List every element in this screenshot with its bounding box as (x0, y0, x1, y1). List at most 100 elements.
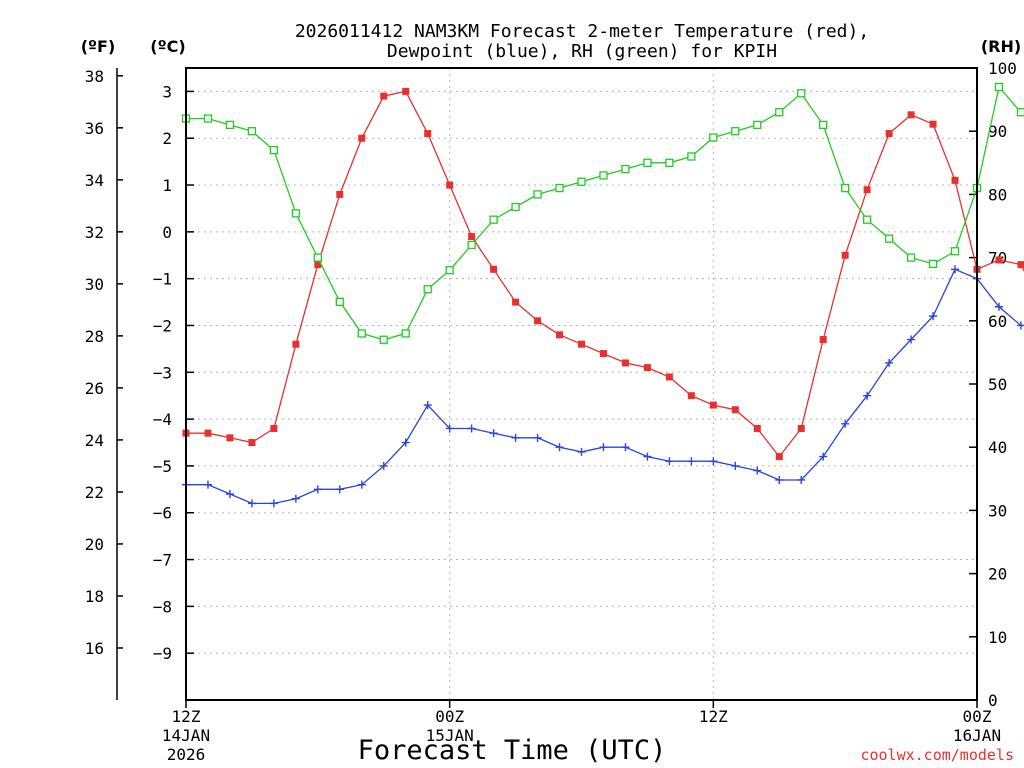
relative-humidity-point (994, 82, 1004, 92)
rh-tick-label: 80 (988, 185, 1007, 204)
celsius-tick-label: −9 (153, 644, 172, 663)
fahrenheit-tick-label: 16 (85, 639, 104, 658)
chart-subtitle: Dewpoint (blue), RH (green) for KPIH (387, 41, 777, 62)
celsius-tick-label: −7 (153, 551, 172, 570)
celsius-tick-label: −4 (153, 410, 172, 429)
temperature-point (753, 424, 761, 432)
temperature-point (841, 251, 849, 259)
temperature-point (490, 265, 498, 273)
temperature-point (731, 406, 739, 414)
fahrenheit-tick-label: 30 (85, 275, 104, 294)
relative-humidity-point (445, 266, 454, 275)
x-tick-label: 16JAN (953, 726, 1001, 745)
temperature-point (512, 298, 520, 306)
fahrenheit-tick-label: 18 (85, 587, 104, 606)
fahrenheit-tick-label: 24 (85, 431, 104, 450)
relative-humidity-point (687, 152, 696, 161)
dewpoint-point (511, 433, 520, 442)
relative-humidity-point (797, 89, 806, 98)
dewpoint-point (731, 461, 740, 470)
relative-humidity-point (1016, 108, 1024, 117)
fahrenheit-tick-label: 22 (85, 483, 104, 502)
temperature-point (643, 364, 651, 372)
relative-humidity-point (401, 329, 410, 338)
dewpoint-point (775, 475, 784, 484)
celsius-tick-label: −1 (153, 270, 172, 289)
relative-humidity-point (731, 127, 740, 136)
rh-tick-label: 40 (988, 438, 1007, 457)
dewpoint-point (335, 485, 344, 494)
x-tick-label: 2026 (167, 745, 206, 764)
celsius-tick-label: −5 (153, 457, 172, 476)
fahrenheit-tick-label: 26 (85, 379, 104, 398)
x-axis-title: Forecast Time (UTC) (358, 735, 667, 766)
relative-humidity-point (335, 297, 344, 306)
dewpoint-point (225, 490, 234, 499)
relative-humidity-point (753, 120, 762, 130)
dewpoint-point (291, 494, 300, 503)
temperature-point (797, 424, 805, 432)
fahrenheit-tick-label: 28 (85, 327, 104, 346)
relative-humidity-point (643, 158, 652, 167)
dewpoint-point (313, 485, 322, 494)
dewpoint-point (577, 447, 586, 456)
temperature-point (578, 340, 585, 348)
temperature-point (424, 130, 432, 138)
dewpoint-point (445, 424, 454, 433)
x-tick-label: 00Z (963, 707, 992, 726)
temperature-point (402, 87, 410, 95)
axes: 3210−1−2−3−4−5−6−7−8−9383634323028262422… (85, 59, 1017, 764)
rh-axis-label: (RH) (981, 37, 1021, 56)
celsius-tick-label: −2 (153, 316, 172, 335)
temperature-point (775, 453, 783, 461)
celsius-tick-label: 3 (162, 82, 172, 101)
relative-humidity-point (313, 253, 322, 262)
temperature-point (248, 439, 256, 447)
data-series (181, 82, 1024, 508)
dewpoint-point (819, 452, 828, 461)
celsius-tick-label: 1 (162, 176, 172, 195)
fahrenheit-tick-label: 36 (85, 119, 104, 138)
relative-humidity-point (225, 120, 235, 130)
fahrenheit-axis-label: (ºF) (81, 37, 116, 56)
relative-humidity-point (950, 247, 960, 256)
fahrenheit-tick-label: 38 (85, 67, 104, 86)
relative-humidity-point (599, 171, 608, 180)
dewpoint-point (599, 443, 608, 452)
temperature-point (292, 340, 300, 348)
rh-tick-label: 0 (988, 691, 998, 710)
temperature-point (907, 111, 915, 119)
dewpoint-point (533, 433, 542, 442)
relative-humidity-point (621, 164, 630, 174)
dewpoint-point (467, 424, 476, 433)
dewpoint-line (186, 268, 1024, 505)
relative-humidity-point (423, 285, 432, 294)
rh-tick-label: 50 (988, 375, 1007, 394)
temperature-point (446, 181, 454, 189)
dewpoint-point (203, 480, 212, 489)
x-tick-label: 12Z (699, 707, 728, 726)
relative-humidity-point (203, 114, 213, 123)
x-tick-label: 12Z (172, 707, 201, 726)
plot-frame (185, 67, 978, 701)
temperature-point (314, 261, 322, 269)
dewpoint-point (753, 466, 762, 475)
celsius-tick-label: 2 (162, 129, 172, 148)
temperature-point (621, 359, 629, 367)
dewpoint-point (863, 391, 872, 400)
x-tick-label: 00Z (435, 707, 464, 726)
dewpoint-point (401, 438, 410, 447)
temperature-point (270, 424, 278, 432)
x-tick-label: 14JAN (162, 726, 210, 745)
relative-humidity-point (555, 183, 564, 193)
relative-humidity-point (467, 240, 476, 250)
relative-humidity-point (533, 190, 542, 199)
dewpoint-point (489, 429, 498, 438)
celsius-axis-label: (ºC) (150, 37, 185, 56)
dewpoint-point (994, 302, 1003, 311)
dewpoint-point (643, 452, 652, 461)
rh-tick-label: 60 (988, 312, 1007, 331)
rh-tick-label: 100 (988, 59, 1017, 78)
relative-humidity-point (489, 215, 498, 224)
